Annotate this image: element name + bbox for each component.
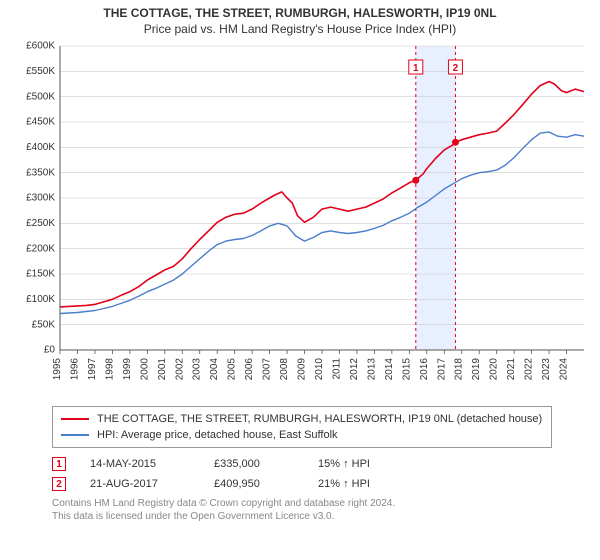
x-tick-label: 2014 <box>384 358 395 381</box>
marker-hpi: 15% ↑ HPI <box>318 458 408 470</box>
marker-date: 14-MAY-2015 <box>90 458 190 470</box>
x-tick-label: 2020 <box>489 358 500 381</box>
y-tick-label: £550K <box>26 66 55 77</box>
x-tick-label: 2001 <box>157 358 168 381</box>
x-tick-label: 2011 <box>331 358 342 380</box>
x-tick-label: 2002 <box>174 358 185 381</box>
title-block: THE COTTAGE, THE STREET, RUMBURGH, HALES… <box>10 6 590 36</box>
x-tick-label: 2024 <box>559 358 570 381</box>
marker-price: £409,950 <box>214 478 294 490</box>
x-tick-label: 2017 <box>436 358 447 381</box>
y-tick-label: £350K <box>26 167 55 178</box>
footer-line1: Contains HM Land Registry data © Crown c… <box>52 498 590 511</box>
x-tick-label: 2003 <box>192 358 203 381</box>
x-tick-label: 1996 <box>69 358 80 381</box>
x-tick-label: 2023 <box>541 358 552 381</box>
legend-label: THE COTTAGE, THE STREET, RUMBURGH, HALES… <box>97 413 542 425</box>
marker-date: 21-AUG-2017 <box>90 478 190 490</box>
y-tick-label: £150K <box>26 269 55 280</box>
x-tick-label: 2022 <box>524 358 535 381</box>
x-tick-label: 1999 <box>122 358 133 381</box>
y-tick-label: £400K <box>26 142 55 153</box>
y-tick-label: £100K <box>26 294 55 305</box>
chart-area: £0 £50K £100K £150K £200K £250K £300K £350K £400… <box>10 40 590 400</box>
x-tick-label: 2012 <box>349 358 360 381</box>
series-price_paid <box>60 82 584 307</box>
legend-row: THE COTTAGE, THE STREET, RUMBURGH, HALES… <box>61 411 543 427</box>
y-tick-label: £300K <box>26 193 55 204</box>
x-tick-label: 2008 <box>279 358 290 381</box>
y-tick-label: £50K <box>32 319 56 330</box>
footer-line2: This data is licensed under the Open Gov… <box>52 511 590 524</box>
legend-box: THE COTTAGE, THE STREET, RUMBURGH, HALES… <box>52 406 552 448</box>
marker-badge: 1 <box>52 457 66 471</box>
legend-row: HPI: Average price, detached house, East… <box>61 427 543 443</box>
y-tick-label: £250K <box>26 218 55 229</box>
marker-dot <box>412 177 419 184</box>
marker-hpi: 21% ↑ HPI <box>318 478 408 490</box>
x-tick-label: 2000 <box>139 358 150 381</box>
y-tick-label: £600K <box>26 41 55 52</box>
y-tick-label: £200K <box>26 243 55 254</box>
x-tick-label: 2013 <box>366 358 377 381</box>
x-tick-label: 1995 <box>52 358 63 381</box>
legend-swatch <box>61 418 89 420</box>
marker-price: £335,000 <box>214 458 294 470</box>
marker-badge: 2 <box>52 477 66 491</box>
marker-table-row: 1 14-MAY-2015 £335,000 15% ↑ HPI <box>52 454 590 474</box>
x-tick-label: 2009 <box>297 358 308 381</box>
legend-swatch <box>61 434 89 436</box>
x-tick-label: 2004 <box>209 358 220 381</box>
y-tick-label: £0 <box>44 345 56 356</box>
y-tick-label: £450K <box>26 117 55 128</box>
x-tick-label: 2021 <box>506 358 517 381</box>
x-tick-label: 2010 <box>314 358 325 381</box>
x-tick-label: 2018 <box>454 358 465 381</box>
title-line2: Price paid vs. HM Land Registry's House … <box>10 22 590 36</box>
marker-badge-num: 1 <box>413 63 419 74</box>
chart-container: THE COTTAGE, THE STREET, RUMBURGH, HALES… <box>0 0 600 527</box>
footer-note: Contains HM Land Registry data © Crown c… <box>52 498 590 523</box>
x-tick-label: 2007 <box>262 358 273 381</box>
x-tick-label: 2006 <box>244 358 255 381</box>
marker-dot <box>452 139 459 146</box>
x-tick-label: 2016 <box>419 358 430 381</box>
marker-table: 1 14-MAY-2015 £335,000 15% ↑ HPI 2 21-AUG-201… <box>52 454 590 494</box>
marker-table-row: 2 21-AUG-2017 £409,950 21% ↑ HPI <box>52 474 590 494</box>
x-tick-label: 2005 <box>227 358 238 381</box>
x-tick-label: 2015 <box>401 358 412 381</box>
x-tick-label: 1997 <box>87 358 98 381</box>
legend-label: HPI: Average price, detached house, East… <box>97 429 338 441</box>
marker-badge-num: 2 <box>453 63 459 74</box>
x-tick-label: 2019 <box>471 358 482 381</box>
line-chart-svg: £0 £50K £100K £150K £200K £250K £300K £350K £400… <box>10 40 590 400</box>
x-tick-label: 1998 <box>104 358 115 381</box>
y-tick-label: £500K <box>26 91 55 102</box>
title-line1: THE COTTAGE, THE STREET, RUMBURGH, HALES… <box>10 6 590 20</box>
